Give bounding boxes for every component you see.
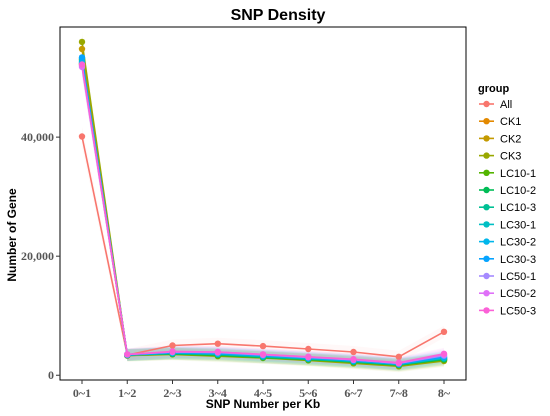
- legend-title: group: [478, 83, 509, 95]
- legend-key-point: [483, 118, 490, 125]
- legend-item-lc30-2: LC30-2: [478, 233, 536, 250]
- legend-key-point: [483, 186, 490, 194]
- legend-key-point: [483, 169, 490, 176]
- y-tick-label: 20,000: [21, 249, 54, 263]
- legend-item-lc50-2: LC50-2: [478, 285, 536, 302]
- data-point-lc50-3: [350, 356, 357, 363]
- x-tick-label: 5~6: [299, 386, 317, 400]
- legend-item-lc50-3: LC50-3: [478, 302, 536, 319]
- data-point-lc50-3: [214, 348, 221, 356]
- legend-key-point: [483, 238, 490, 245]
- legend-item-lc10-1: LC10-1: [478, 164, 536, 181]
- x-tick-label: 6~7: [344, 386, 362, 400]
- data-point-lc50-3: [78, 61, 86, 68]
- y-tick-label: 0: [48, 368, 54, 382]
- data-point-all: [440, 328, 448, 335]
- legend-item-lc10-2: LC10-2: [478, 182, 536, 198]
- data-point-ck2: [78, 45, 86, 53]
- legend-item-lc10-3: LC10-3: [478, 199, 536, 216]
- legend-label: LC10-3: [500, 202, 536, 214]
- data-point-all: [395, 353, 402, 360]
- legend-key-point: [483, 100, 490, 108]
- legend-label: LC50-1: [500, 271, 536, 283]
- legend-label: CK2: [500, 133, 521, 145]
- data-point-all: [259, 342, 267, 350]
- data-point-all: [214, 340, 221, 347]
- legend-key-point: [483, 152, 490, 159]
- legend-item-lc30-1: LC30-1: [478, 216, 536, 233]
- y-axis-title: Number of Gene: [5, 188, 19, 282]
- legend-item-ck2: CK2: [478, 130, 521, 147]
- data-point-lc30-3: [78, 54, 86, 61]
- legend-label: LC10-1: [500, 168, 536, 180]
- x-tick-label: 4~5: [254, 386, 272, 400]
- legend-label: LC30-1: [500, 219, 536, 231]
- legend-label: LC10-2: [500, 185, 536, 197]
- x-tick-label: 7~8: [390, 386, 408, 400]
- legend-item-lc50-1: LC50-1: [478, 268, 536, 284]
- x-axis-title: SNP Number per Kb: [206, 397, 320, 411]
- legend-key-point: [483, 135, 490, 142]
- legend-key-point: [483, 290, 490, 297]
- data-point-lc50-3: [169, 348, 176, 355]
- x-tick-label: 0~1: [73, 386, 91, 400]
- series-points: [78, 38, 448, 370]
- legend-label: LC50-3: [500, 305, 536, 317]
- plot-panel: [59, 26, 467, 381]
- data-point-lc50-3: [395, 359, 402, 366]
- x-tick-label: 8~: [438, 386, 451, 400]
- y-tick-label: 40,000: [21, 130, 54, 144]
- legend-key-point: [483, 204, 490, 211]
- data-point-lc50-3: [305, 353, 312, 360]
- data-point-all: [78, 133, 86, 140]
- legend-label: LC30-3: [500, 254, 536, 266]
- legend-label: CK1: [500, 116, 521, 128]
- chart-title: SNP Density: [231, 7, 326, 24]
- data-point-lc50-3: [124, 351, 131, 358]
- legend-key-point: [483, 221, 490, 228]
- legend-label: LC30-2: [500, 237, 536, 249]
- legend-label: All: [500, 99, 512, 111]
- data-point-all: [350, 348, 357, 356]
- x-tick-label: 3~4: [209, 386, 227, 400]
- legend-item-all: All: [478, 96, 512, 112]
- legend-key-point: [483, 272, 490, 280]
- legend-key-point: [483, 255, 490, 262]
- data-point-all: [169, 342, 176, 349]
- legend-item-lc30-3: LC30-3: [478, 250, 536, 267]
- legend-key-point: [483, 307, 490, 314]
- data-point-ck3: [78, 38, 86, 46]
- data-point-lc50-3: [440, 350, 448, 357]
- x-tick-label: 2~3: [163, 386, 181, 400]
- legend-item-ck1: CK1: [478, 113, 521, 130]
- data-point-all: [305, 345, 312, 353]
- legend-item-ck3: CK3: [478, 147, 521, 164]
- data-point-lc50-3: [259, 351, 267, 358]
- axes: 0 20,000 40,000 0~1 1~2 2~3 3~4 4~5 5~6 6~7 7~8 8~: [21, 130, 451, 400]
- x-tick-label: 1~2: [118, 386, 136, 400]
- legend-label: LC50-2: [500, 288, 536, 300]
- legend: group All CK1 CK2 CK3 LC10-1 LC10-2 LC10-3 LC30…: [478, 83, 536, 319]
- legend-label: CK3: [500, 151, 521, 163]
